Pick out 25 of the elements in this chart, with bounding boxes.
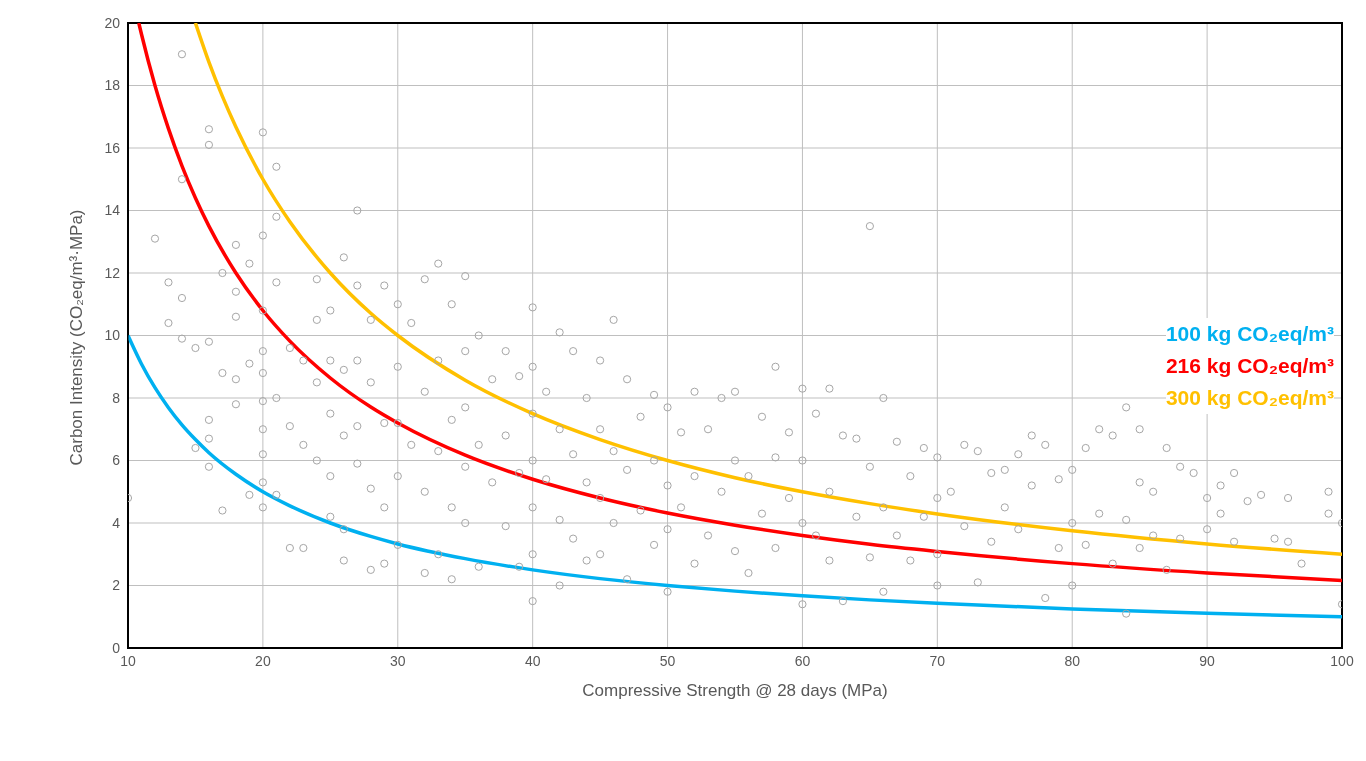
y-tick-label: 10	[104, 327, 121, 344]
x-tick-label: 70	[929, 652, 946, 669]
y-tick-label: 16	[104, 139, 121, 156]
y-tick-label: 20	[104, 14, 121, 31]
text: 216 kg CO₂eq/m³	[1165, 353, 1334, 379]
y-tick-label: 14	[104, 202, 121, 219]
x-tick-label: 30	[389, 652, 406, 669]
x-tick-label: 20	[255, 652, 271, 669]
x-tick-label: 50	[659, 652, 676, 669]
y-tick-label: 12	[104, 264, 121, 281]
y-tick-label: 0	[112, 639, 121, 656]
y-axis-title: Carbon Intensity (CO₂eq/m³·MPa)	[67, 209, 87, 466]
y-tick-label: 6	[112, 452, 121, 469]
y-tick-label: 8	[112, 389, 121, 406]
y-tick-label: 4	[112, 514, 121, 531]
y-tick-label: 2	[112, 577, 121, 594]
text: 100 kg CO₂eq/m³	[1165, 321, 1334, 347]
y-tick-label: 18	[104, 77, 121, 94]
x-axis-title: Compressive Strength @ 28 days (MPa)	[582, 681, 888, 700]
x-tick-label: 100	[1330, 652, 1354, 669]
text: 300 kg CO₂eq/m³	[1165, 385, 1334, 411]
x-tick-label: 60	[794, 652, 811, 669]
x-tick-label: 90	[1199, 652, 1216, 669]
x-tick-label: 40	[524, 652, 541, 669]
x-tick-label: 80	[1064, 652, 1081, 669]
